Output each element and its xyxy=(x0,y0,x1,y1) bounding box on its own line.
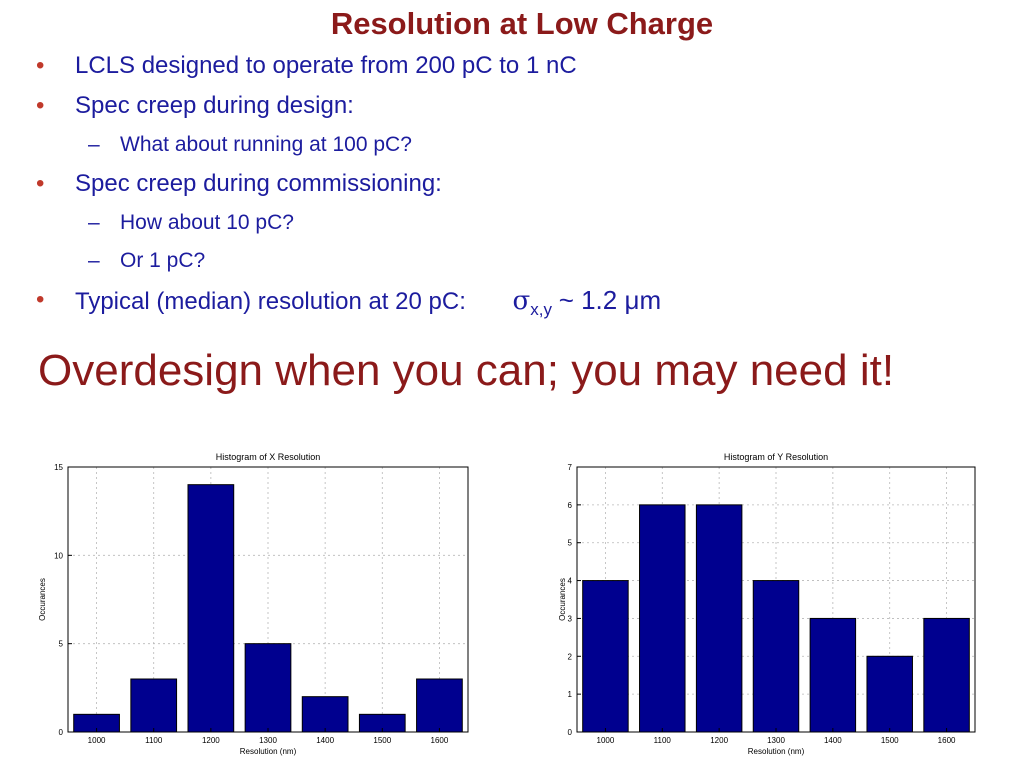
y-tick-label: 4 xyxy=(568,577,573,586)
sigma-char: σ xyxy=(512,286,531,316)
x-tick-label: 1500 xyxy=(881,736,899,745)
sub-bullet-item: – What about running at 100 pC? xyxy=(30,130,990,160)
bar xyxy=(301,696,349,733)
chart-title: Histogram of Y Resolution xyxy=(724,452,828,462)
dash-icon: – xyxy=(88,249,100,272)
bullet-dot-icon: • xyxy=(36,286,45,313)
x-tick-label: 1600 xyxy=(938,736,956,745)
plot-frame xyxy=(67,466,469,733)
y-tick-label: 2 xyxy=(568,652,573,661)
bullet-item: • Spec creep during commissioning: xyxy=(30,168,990,200)
bullet-list: • LCLS designed to operate from 200 pC t… xyxy=(30,50,990,334)
x-tick-label: 1400 xyxy=(824,736,842,745)
bar xyxy=(416,678,463,733)
bar xyxy=(866,655,913,733)
x-tick-label: 1500 xyxy=(373,736,391,745)
bar xyxy=(582,580,629,733)
x-tick-label: 1200 xyxy=(202,736,220,745)
bar xyxy=(809,617,857,733)
bullet-dot-icon: • xyxy=(36,92,45,119)
sub-bullet-text: How about 10 pC? xyxy=(120,211,294,234)
bar xyxy=(923,617,970,733)
y-tick-label: 5 xyxy=(568,539,573,548)
tagline: Overdesign when you can; you may need it… xyxy=(38,346,895,395)
x-tick-label: 1200 xyxy=(710,736,728,745)
y-tick-label: 0 xyxy=(568,728,573,737)
bullet-text: Typical (median) resolution at 20 pC: xyxy=(75,288,466,315)
bullet-item: • Spec creep during design: xyxy=(30,90,990,122)
slide-title: Resolution at Low Charge xyxy=(330,6,714,41)
y-tick-label: 5 xyxy=(59,640,64,649)
y-tick-label: 7 xyxy=(568,463,573,472)
sigma-symbol: σx,y xyxy=(512,286,553,320)
bullet-dot-icon: • xyxy=(36,170,45,197)
bullet-dot-icon: • xyxy=(36,52,45,79)
bar xyxy=(752,580,800,733)
sub-bullet-text: Or 1 pC? xyxy=(120,249,206,272)
bullet-item: • LCLS designed to operate from 200 pC t… xyxy=(30,50,990,82)
bar xyxy=(639,504,686,733)
x-tick-label: 1600 xyxy=(431,736,449,745)
x-tick-label: 1100 xyxy=(145,736,163,745)
bullet-text: Spec creep during commissioning: xyxy=(75,170,442,197)
y-axis-label: Occurances xyxy=(38,578,47,621)
x-tick-label: 1300 xyxy=(767,736,785,745)
chart-title: Histogram of X Resolution xyxy=(216,452,321,462)
histogram-y-chart: Histogram of Y Resolution 0 1 2 3 4 5 6 7 1000 110… xyxy=(558,452,976,756)
x-tick-label: 1400 xyxy=(316,736,334,745)
bar xyxy=(187,484,235,733)
bullet-text: Spec creep during design: xyxy=(75,92,354,119)
bullet-text: LCLS designed to operate from 200 pC to … xyxy=(75,52,577,79)
histogram-x-chart: Histogram of X Resolution 0 5 10 15 1000 1100 1… xyxy=(38,452,469,756)
y-tick-label: 0 xyxy=(59,728,64,737)
y-tick-label: 3 xyxy=(568,614,573,623)
bar xyxy=(130,678,178,733)
y-tick-label: 6 xyxy=(568,501,573,510)
dash-icon: – xyxy=(88,133,100,156)
dash-icon: – xyxy=(88,211,100,234)
y-tick-label: 15 xyxy=(54,463,63,472)
sub-bullet-text: What about running at 100 pC? xyxy=(120,133,412,156)
y-axis-label: Occurances xyxy=(558,578,567,621)
sub-bullet-item: – How about 10 pC? xyxy=(30,208,990,238)
x-axis-label: Resolution (nm) xyxy=(748,747,805,756)
plot-frame xyxy=(576,466,976,733)
x-tick-label: 1000 xyxy=(88,736,106,745)
x-tick-label: 1000 xyxy=(597,736,615,745)
resolution-value: ~ 1.2 μm xyxy=(558,285,662,315)
x-tick-label: 1100 xyxy=(654,736,672,745)
bullet-item: • Typical (median) resolution at 20 pC: … xyxy=(30,284,990,326)
y-tick-label: 1 xyxy=(568,690,573,699)
bar xyxy=(695,504,743,733)
bar xyxy=(244,643,292,733)
x-tick-label: 1300 xyxy=(259,736,277,745)
sigma-subscript: x,y xyxy=(530,300,553,320)
x-axis-label: Resolution (nm) xyxy=(240,747,297,756)
sub-bullet-item: – Or 1 pC? xyxy=(30,246,990,276)
y-tick-label: 10 xyxy=(54,551,63,560)
